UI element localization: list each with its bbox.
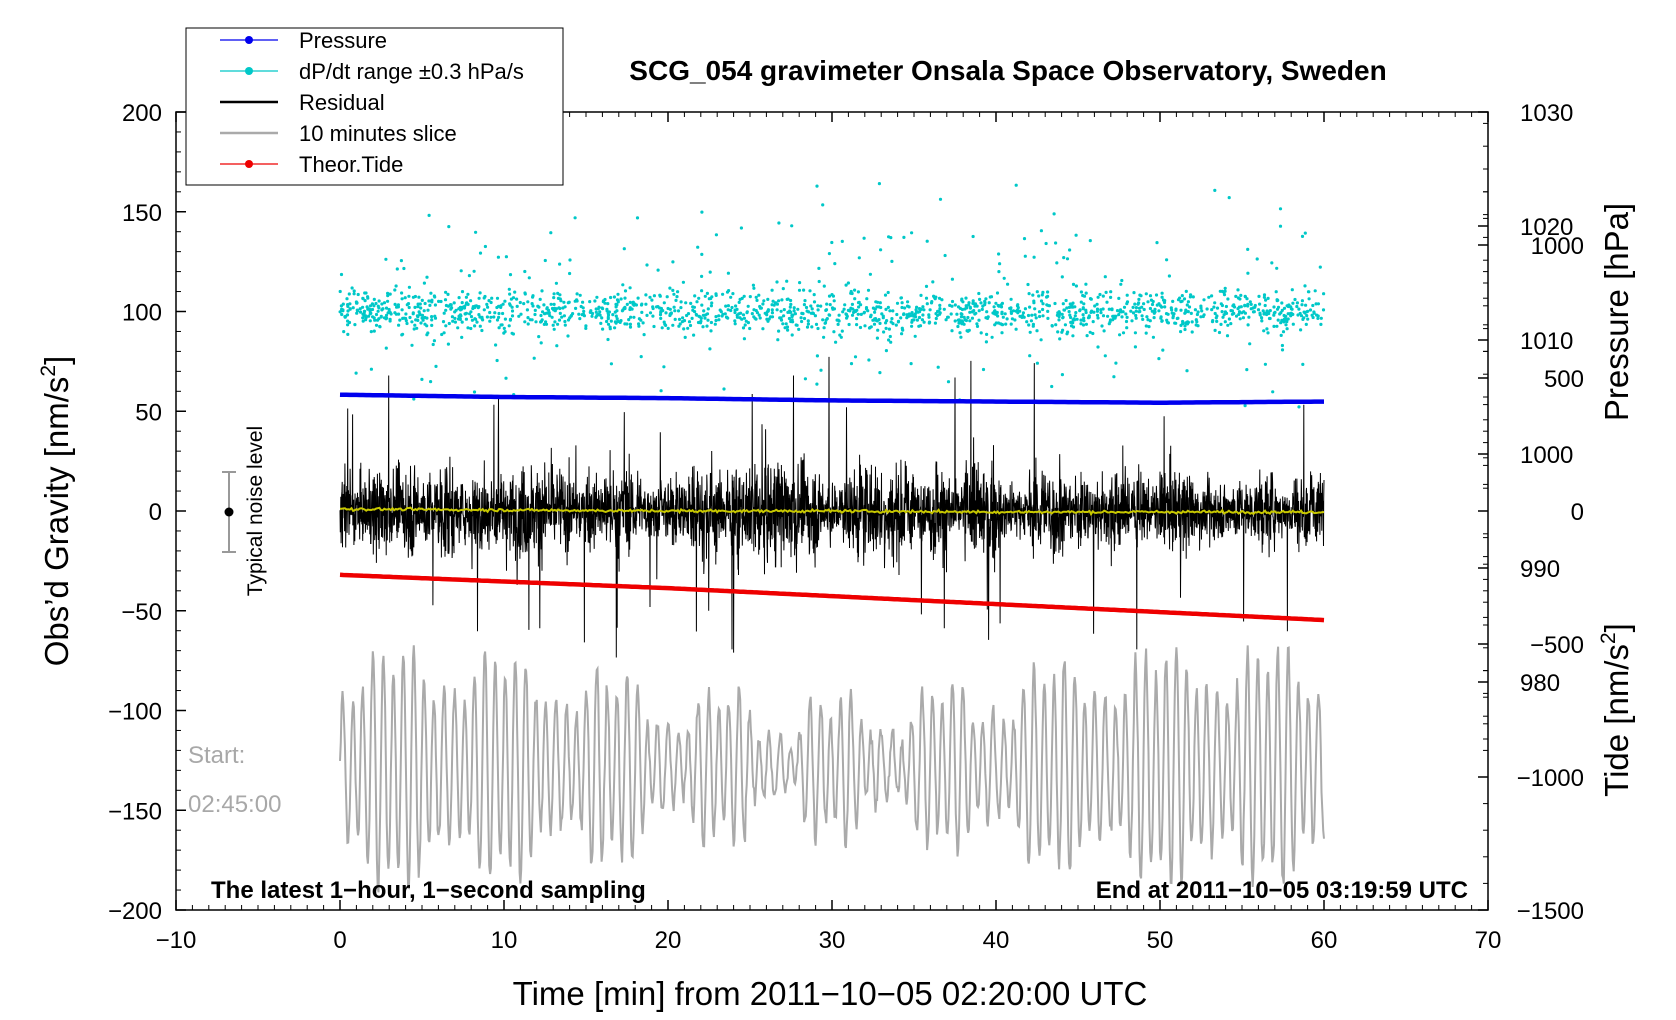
tide-tick-label: −500	[1530, 632, 1584, 659]
dpdt-points	[338, 182, 1326, 409]
y-tick-label-left: −200	[108, 898, 162, 925]
dpdt-scatter	[338, 182, 1326, 409]
x-tick-label: 20	[655, 927, 682, 954]
legend-entry: Theor.Tide	[220, 152, 403, 177]
y-tick-label-left: 200	[122, 100, 162, 127]
slice-series	[339, 645, 1325, 893]
tide-series	[339, 572, 1325, 623]
legend-label: 10 minutes slice	[299, 121, 457, 146]
y-tick-label-left: 0	[149, 499, 162, 526]
x-tick-label: 0	[333, 927, 346, 954]
pressure-tick-label: 1020	[1520, 214, 1573, 241]
legend-marker	[245, 160, 253, 168]
legend: Pressure dP/dt range ±0.3 hPa/s Residual 10…	[185, 27, 564, 186]
x-tick-label: 70	[1475, 927, 1502, 954]
sampling-note: The latest 1−hour, 1−second sampling	[211, 877, 646, 904]
legend-entry: 10 minutes slice	[220, 121, 457, 146]
y-axis-label-left: Obs’d Gravity [nm/s2]	[37, 356, 75, 667]
x-tick-label: 50	[1147, 927, 1174, 954]
legend-label: Theor.Tide	[299, 152, 403, 177]
x-tick-label: −10	[156, 927, 197, 954]
chart-title: SCG_054 gravimeter Onsala Space Observat…	[629, 55, 1386, 86]
legend-entry: Residual	[220, 90, 385, 115]
legend-box	[185, 27, 564, 186]
pressure-series	[339, 392, 1324, 405]
tide-tick-label: 1000	[1531, 233, 1584, 260]
y-axis-label-pressure: Pressure [hPa]	[1598, 203, 1635, 421]
pressure-tick-label: 1030	[1520, 100, 1573, 127]
x-axis-label: Time [min] from 2011−10−05 02:20:00 UTC	[513, 975, 1148, 1012]
pressure-tick-label: 1000	[1520, 442, 1573, 469]
y-tick-label-left: 150	[122, 200, 162, 227]
legend-entry: dP/dt range ±0.3 hPa/s	[220, 59, 524, 84]
noise-level-label: Typical noise level	[244, 426, 267, 596]
axis-ticks: −10 0 10 20 30 40 50 60 70200150100500−50−100−15…	[108, 100, 1584, 954]
y-axis-label-tide: Tide [nm/s2]	[1597, 623, 1635, 797]
tide-tick-label: 0	[1571, 499, 1584, 526]
slice-line	[339, 645, 1325, 893]
y-tick-label-left: −150	[108, 798, 162, 825]
tide-tick-label: 500	[1544, 366, 1584, 393]
x-tick-label: 30	[819, 927, 846, 954]
legend-label: Pressure	[299, 28, 387, 53]
residual-smoothed-line	[340, 506, 1324, 517]
tide-tick-label: −1500	[1517, 898, 1584, 925]
legend-label: dP/dt range ±0.3 hPa/s	[299, 59, 524, 84]
start-label: Start:	[188, 742, 245, 769]
legend-label: Residual	[299, 90, 385, 115]
legend-marker	[245, 67, 253, 75]
residual-smoothed-series	[340, 506, 1324, 517]
legend-marker	[245, 36, 253, 44]
y-tick-label-left: −100	[108, 699, 162, 726]
tide-line	[339, 572, 1325, 623]
pressure-tick-label: 1010	[1520, 328, 1573, 355]
x-tick-label: 60	[1311, 927, 1338, 954]
noise-level-indicator: Typical noise level	[222, 426, 267, 596]
x-tick-label: 10	[491, 927, 518, 954]
pressure-line	[339, 392, 1324, 405]
pressure-tick-label: 980	[1520, 670, 1560, 697]
pressure-tick-label: 990	[1520, 556, 1560, 583]
start-time: 02:45:00	[188, 791, 281, 818]
y-tick-label-left: 100	[122, 300, 162, 327]
end-time-note: End at 2011−10−05 03:19:59 UTC	[1096, 877, 1468, 904]
legend-entry: Pressure	[220, 28, 387, 53]
y-tick-label-left: −50	[121, 599, 162, 626]
tide-tick-label: −1000	[1517, 765, 1584, 792]
x-tick-label: 40	[983, 927, 1010, 954]
y-tick-label-left: 50	[135, 399, 162, 426]
